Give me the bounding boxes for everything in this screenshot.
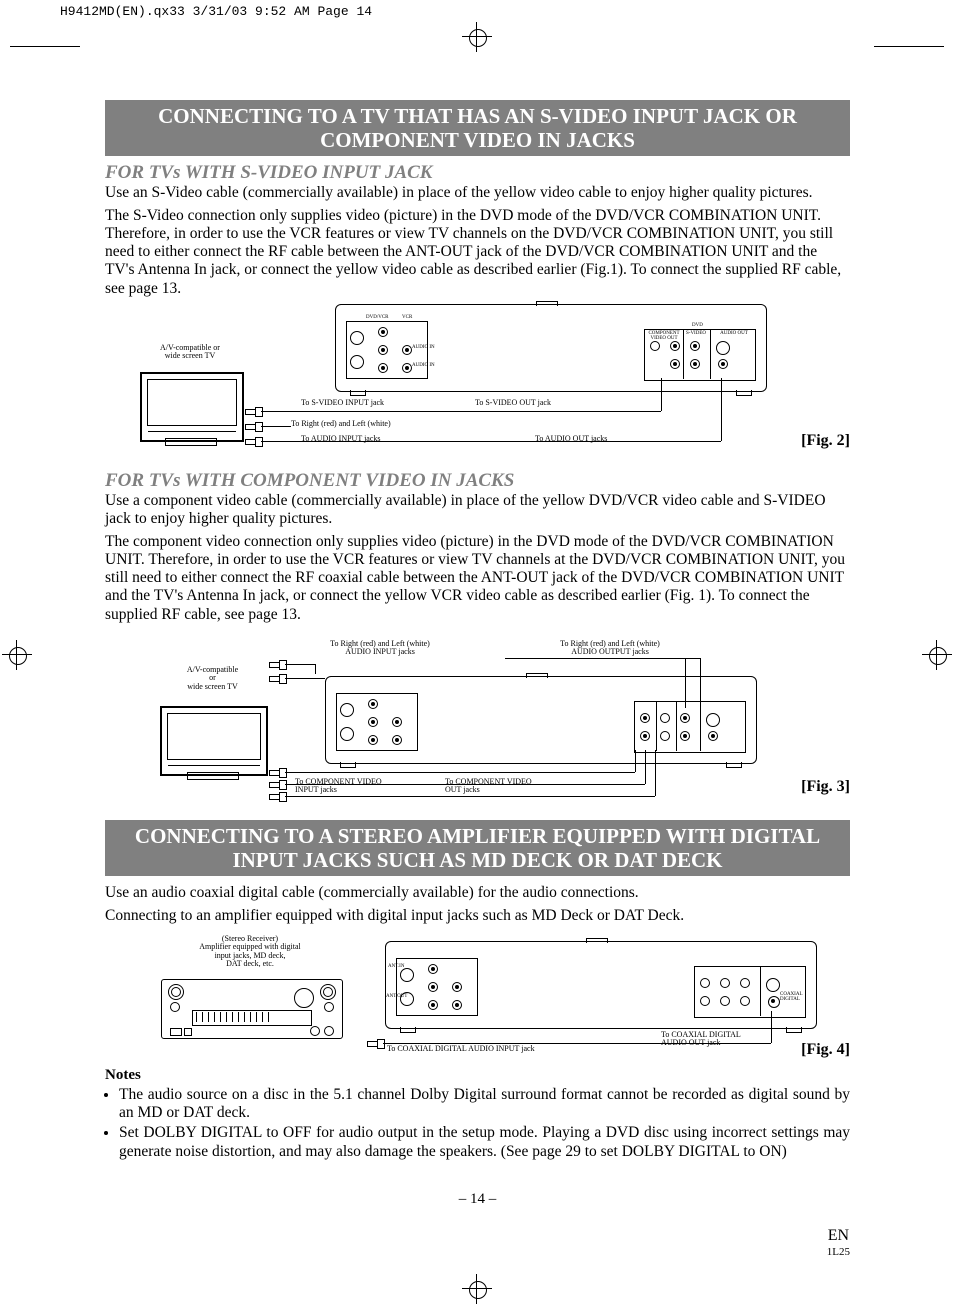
para-svideo-2: The S-Video connection only supplies vid… [105,207,850,298]
fig3-unit [325,676,757,764]
fig3-to-rl-in: To Right (red) and Left (white) AUDIO IN… [300,640,460,657]
fig2-unit: DVD/VCR VCR AUDIO IN AUDIO IN DVD [335,304,767,392]
fig2-label-dvd: DVD [692,323,703,328]
page-number: – 14 – [105,1191,850,1208]
fig2-tv-label: A/V-compatible or wide screen TV [135,344,245,361]
fig3-label: [Fig. 3] [801,778,850,796]
section-banner-svideo: CONNECTING TO A TV THAT HAS AN S-VIDEO I… [105,100,850,156]
fig3-to-rl-out: To Right (red) and Left (white) AUDIO OU… [525,640,695,657]
fig2-label-dvdvcr: DVD/VCR [366,315,389,320]
fig2-tv [140,372,244,442]
para-amp-1: Use an audio coaxial digital cable (comm… [105,884,850,902]
document-code: EN 1L25 [827,1228,850,1259]
fig2-label-audioin1: AUDIO IN [412,345,435,350]
fig4-antin-label: ANT.IN [388,964,404,969]
para-component-2: The component video connection only supp… [105,533,850,624]
fig2-to-svideo-out: To S-VIDEO OUT jack [475,399,605,407]
fig2-to-svideo-input: To S-VIDEO INPUT jack [301,399,431,407]
figure-4: (Stereo Receiver) Amplifier equipped wit… [105,931,850,1061]
section-banner-amplifier: CONNECTING TO A STEREO AMPLIFIER EQUIPPE… [105,820,850,876]
fig2-label-audioout: AUDIO OUT [714,331,754,336]
fig4-amp-label: (Stereo Receiver) Amplifier equipped wit… [165,935,335,969]
fig3-tv-label: A/V-compatible or wide screen TV [160,666,265,691]
fig2-label-svideo: S-VIDEO [684,331,708,336]
notes-list: The audio source on a disc in the 5.1 ch… [105,1086,850,1161]
fig4-coaxial-label: COAXIALDIGITAL [780,992,803,1002]
registration-mark-bottom [466,1278,488,1300]
fig3-to-comp-out: To COMPONENT VIDEO OUT jacks [445,778,595,795]
note-1: The audio source on a disc in the 5.1 ch… [119,1086,850,1123]
para-amp-2: Connecting to an amplifier equipped with… [105,907,850,925]
figure-3: To Right (red) and Left (white) AUDIO IN… [105,630,850,810]
fig3-tv [160,706,268,776]
registration-mark-left [6,644,28,666]
fig4-label: [Fig. 4] [801,1041,850,1059]
fig2-label-audioin2: AUDIO IN [412,363,435,368]
fig4-to-coax-in: To COAXIAL DIGITAL AUDIO INPUT jack [387,1045,637,1053]
fig2-to-audio-out: To AUDIO OUT jacks [535,435,685,443]
fig4-unit: ANT.IN ANT.OUT COAXIALDIGITAL [385,941,817,1029]
fig4-amplifier [161,979,343,1039]
doc-code-en: EN [828,1227,849,1244]
fig2-label-vcr: VCR [402,315,412,320]
fig2-label: [Fig. 2] [801,432,850,450]
fig3-to-comp-in: To COMPONENT VIDEO INPUT jacks [295,778,445,795]
fig2-to-rl: To Right (red) and Left (white) [291,420,461,428]
note-2: Set DOLBY DIGITAL to OFF for audio outpu… [119,1124,850,1161]
print-header: H9412MD(EN).qx33 3/31/03 9:52 AM Page 14 [0,0,954,19]
notes-heading: Notes [105,1067,850,1084]
figure-2: A/V-compatible or wide screen TV DVD/VCR… [105,304,850,464]
para-svideo-1: Use an S-Video cable (commercially avail… [105,184,850,202]
subhead-svideo: FOR TVs WITH S-VIDEO INPUT JACK [105,162,850,184]
para-component-1: Use a component video cable (commerciall… [105,492,850,529]
fig4-to-coax-out: To COAXIAL DIGITAL AUDIO OUT jack [661,1031,801,1048]
fig4-antout-label: ANT.OUT [386,994,407,999]
fig2-to-audio-in: To AUDIO INPUT jacks [301,435,451,443]
subhead-component: FOR TVs WITH COMPONENT VIDEO IN JACKS [105,470,850,492]
fig2-label-comp: COMPONENTVIDEO OUT [646,331,682,341]
registration-mark-right [926,644,948,666]
registration-mark-top [466,26,488,48]
doc-code-num: 1L25 [827,1246,850,1258]
